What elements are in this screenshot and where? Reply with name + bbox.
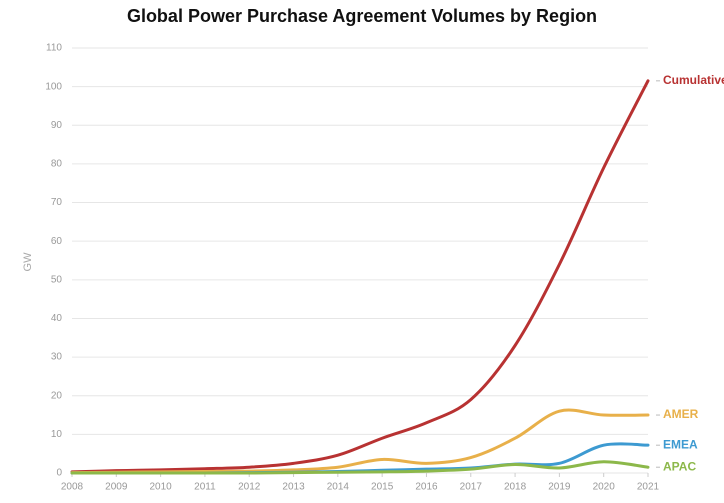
y-tick-label: 100 <box>45 81 62 92</box>
x-tick-label: 2017 <box>460 482 483 493</box>
y-tick-label: 50 <box>51 274 63 285</box>
x-tick-label: 2015 <box>371 482 394 493</box>
x-tick-label: 2011 <box>194 482 216 493</box>
series-label: EMEA <box>663 437 698 451</box>
x-tick-label: 2009 <box>105 482 128 493</box>
series-line <box>70 460 650 475</box>
x-tick-label: 2014 <box>327 482 350 493</box>
x-tick-label: 2016 <box>415 482 438 493</box>
series-label: AMER <box>663 407 699 421</box>
y-tick-label: 110 <box>46 43 62 54</box>
y-tick-label: 40 <box>51 313 63 324</box>
y-tick-label: 60 <box>51 236 63 247</box>
x-tick-label: 2008 <box>61 482 84 493</box>
series-label: Cumulative <box>663 73 724 87</box>
y-axis-label: GW <box>22 252 34 272</box>
x-tick-label: 2020 <box>593 482 616 493</box>
y-tick-label: 80 <box>51 159 63 170</box>
y-tick-label: 70 <box>51 197 63 208</box>
x-tick-label: 2013 <box>282 482 305 493</box>
x-tick-label: 2018 <box>504 482 527 493</box>
x-tick-label: 2012 <box>238 482 261 493</box>
y-tick-label: 30 <box>51 352 63 363</box>
y-tick-label: 20 <box>51 390 63 401</box>
series-label: APAC <box>663 459 696 473</box>
y-tick-label: 0 <box>56 468 62 479</box>
y-tick-label: 10 <box>51 429 63 440</box>
x-tick-label: 2010 <box>149 482 172 493</box>
chart-title: Global Power Purchase Agreement Volumes … <box>127 6 597 26</box>
y-tick-label: 90 <box>51 120 63 131</box>
x-tick-label: 2021 <box>637 482 660 493</box>
x-tick-label: 2019 <box>548 482 571 493</box>
series-line <box>70 79 650 474</box>
